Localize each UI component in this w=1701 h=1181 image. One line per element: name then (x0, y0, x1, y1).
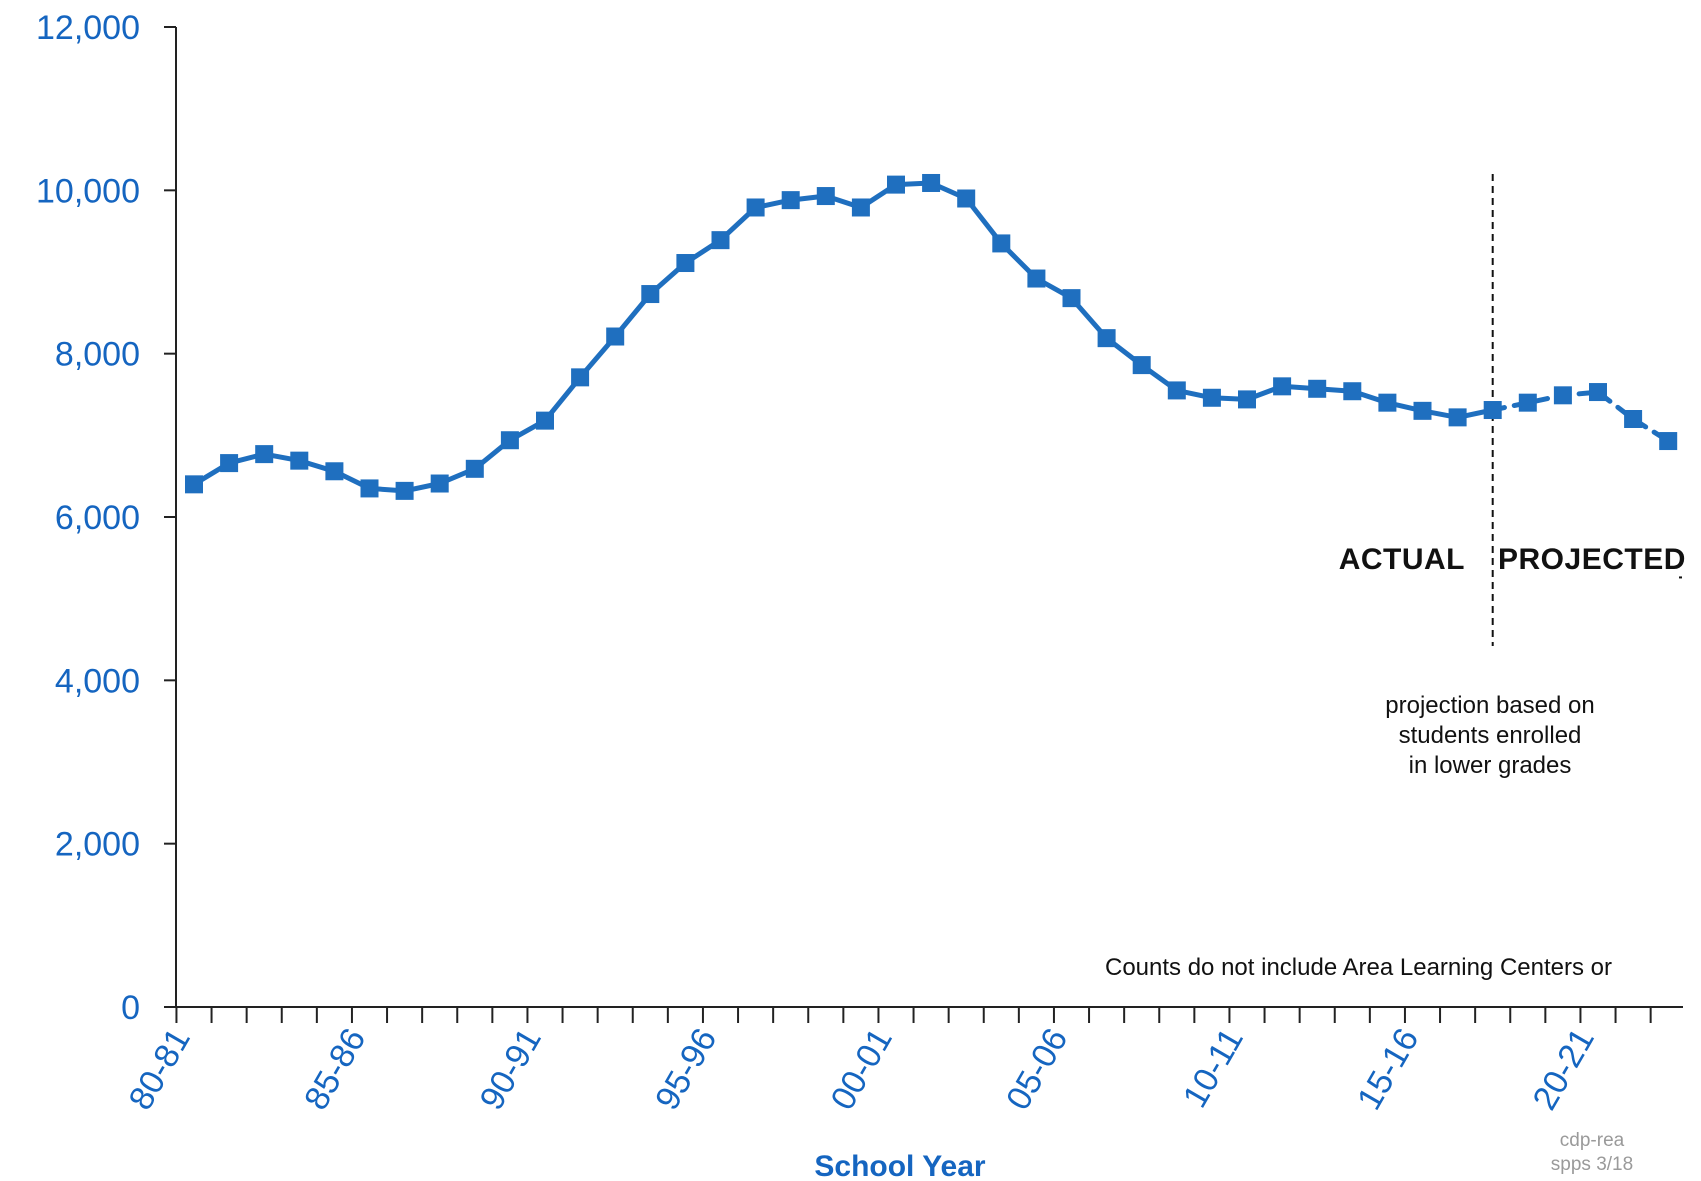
actual-point (325, 462, 344, 481)
projected-point (1518, 393, 1537, 412)
actual-point (220, 454, 239, 473)
actual-point (1167, 381, 1186, 400)
projection-note-line-2: students enrolled (1399, 722, 1582, 749)
actual-point (1343, 382, 1362, 401)
actual-point (395, 481, 414, 500)
x-tick-label: 20-21 (1526, 1022, 1602, 1116)
x-tick-label: 00-01 (824, 1022, 900, 1116)
marker-group (185, 173, 1678, 500)
actual-point (641, 285, 660, 304)
actual-point (1062, 289, 1081, 308)
actual-point (1273, 377, 1292, 396)
actual-point (1448, 408, 1467, 427)
projected-point (1553, 386, 1572, 405)
y-tick-label: 10,000 (36, 172, 140, 210)
actual-point (781, 191, 800, 210)
actual-point (1097, 329, 1116, 348)
actual-point (711, 231, 730, 250)
y-tick-label: 4,000 (55, 662, 140, 700)
actual-series-line (191, 180, 1496, 494)
actual-point (1378, 393, 1397, 412)
x-tick-label: 15-16 (1350, 1022, 1426, 1116)
x-tick-label: 05-06 (999, 1022, 1075, 1116)
actual-point (500, 431, 519, 450)
y-axis: 0 2,000 4,000 6,000 8,000 10,000 12,000 (36, 9, 177, 1027)
actual-point (1027, 269, 1046, 288)
x-tick-label: 85-86 (297, 1022, 373, 1116)
actual-point (1238, 390, 1256, 409)
series-group (191, 180, 1671, 494)
x-tick-label: 90-91 (473, 1022, 549, 1116)
actual-point (1308, 379, 1327, 398)
actual-point (536, 411, 554, 430)
credit-line-1: cdp-rea (1560, 1130, 1625, 1151)
x-axis: 80-81 85-86 90-91 95-96 00-01 05-06 10-11 15-16… (122, 1006, 1683, 1116)
actual-point (1132, 356, 1151, 375)
y-tick-label: 0 (121, 989, 140, 1027)
actual-point (360, 479, 379, 498)
y-tick-label: 12,000 (36, 9, 140, 47)
projection-note-line-3: in lower grades (1409, 752, 1572, 779)
actual-point (255, 445, 274, 464)
actual-point (465, 459, 484, 478)
actual-point (1202, 388, 1221, 407)
actual-point (851, 198, 870, 217)
projected-point (1659, 432, 1678, 451)
actual-point (1483, 401, 1502, 420)
actual-point (992, 234, 1011, 253)
counts-note: Counts do not include Area Learning Cent… (1105, 954, 1612, 981)
actual-point (571, 368, 590, 387)
y-tick-label: 2,000 (55, 826, 140, 864)
actual-point (746, 198, 765, 217)
actual-point (185, 475, 203, 494)
actual-point (290, 451, 309, 470)
credit-line-2: spps 3/18 (1551, 1154, 1633, 1175)
actual-point (430, 474, 449, 493)
actual-point (676, 254, 695, 273)
projected-label: PROJECTED (1498, 543, 1686, 576)
x-tick-label: 95-96 (648, 1022, 724, 1116)
y-tick-label: 6,000 (55, 499, 140, 537)
actual-point (816, 187, 835, 206)
y-tick-label: 8,000 (55, 336, 140, 374)
projected-point (1624, 410, 1643, 428)
projection-note-line-1: projection based on (1385, 692, 1594, 719)
actual-label: ACTUAL (1339, 543, 1465, 576)
actual-point (606, 327, 625, 346)
x-axis-title: School Year (814, 1150, 986, 1181)
actual-projected-divider-group (1491, 174, 1682, 647)
projected-point (1589, 383, 1607, 402)
actual-point (957, 189, 976, 208)
actual-point (922, 173, 941, 192)
x-tick-label: 80-81 (122, 1022, 198, 1116)
actual-point (1413, 401, 1432, 420)
actual-point (887, 175, 905, 194)
x-tick-label: 10-11 (1176, 1022, 1251, 1114)
